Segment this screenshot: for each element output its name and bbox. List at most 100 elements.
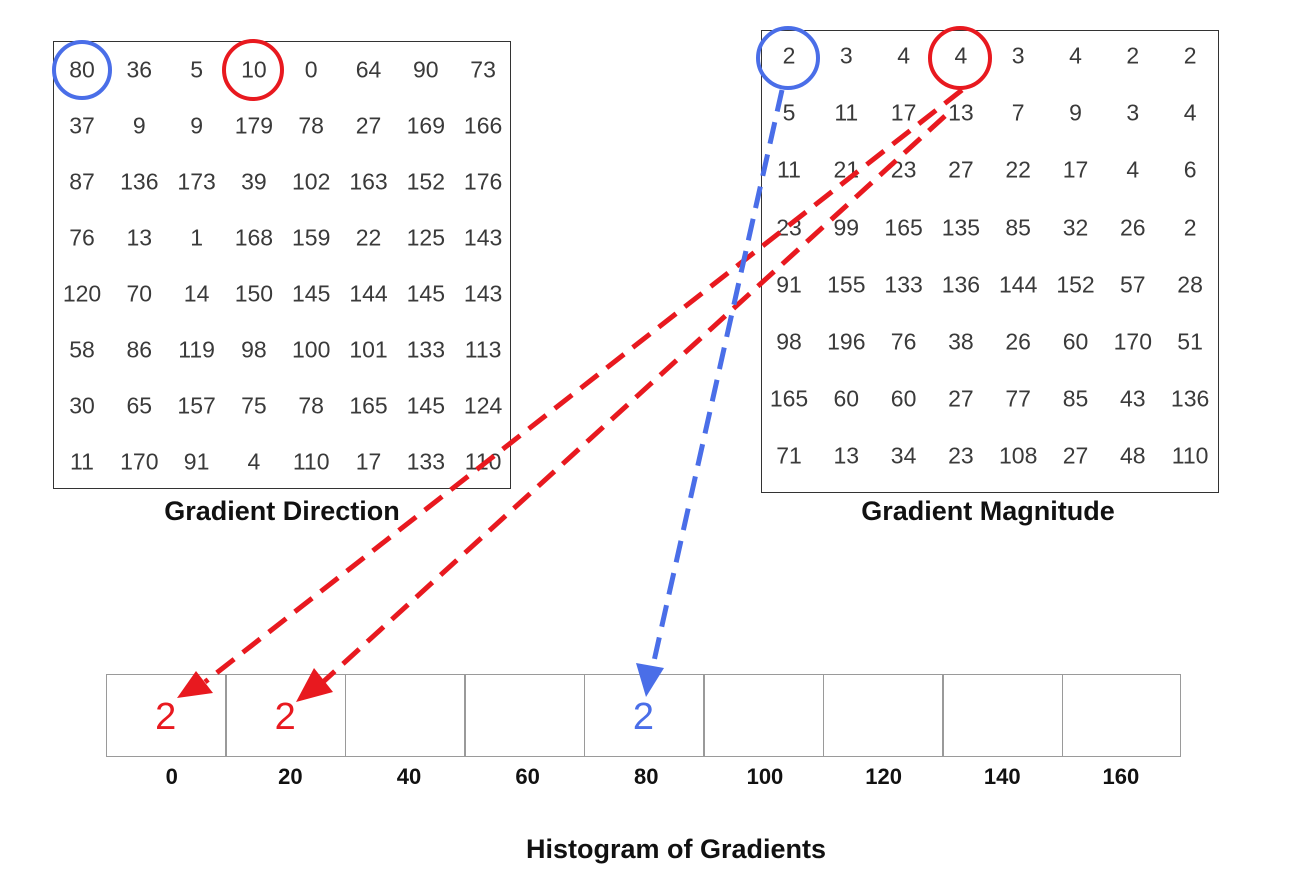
direction-cell: 143 bbox=[463, 280, 503, 307]
histogram-bin-label: 140 bbox=[983, 764, 1021, 789]
histogram-bin-divider bbox=[464, 674, 466, 757]
direction-cell: 76 bbox=[69, 224, 95, 251]
direction-cell: 9 bbox=[190, 112, 203, 139]
red-vote-arrowhead-bin-20 bbox=[296, 668, 333, 702]
magnitude-cell: 152 bbox=[1056, 271, 1095, 298]
direction-cell: 176 bbox=[463, 168, 503, 195]
histogram-bin-label: 20 bbox=[278, 764, 303, 789]
magnitude-cell: 43 bbox=[1120, 385, 1146, 412]
direction-cell: 133 bbox=[406, 336, 445, 363]
magnitude-cell: 9 bbox=[1069, 99, 1082, 126]
histogram-bin-divider bbox=[822, 674, 825, 757]
direction-cell: 9 bbox=[132, 112, 146, 139]
direction-cell: 11 bbox=[70, 448, 94, 475]
direction-cell: 159 bbox=[292, 224, 331, 251]
red-vote-arrow-line-bin-20 bbox=[321, 114, 947, 684]
histogram-bin-label: 120 bbox=[865, 764, 902, 789]
direction-cell: 75 bbox=[241, 392, 267, 419]
direction-cell: 30 bbox=[69, 392, 95, 419]
direction-cell: 143 bbox=[463, 224, 503, 251]
direction-cell: 90 bbox=[413, 56, 439, 83]
direction-cell: 136 bbox=[120, 168, 159, 195]
direction-cell: 78 bbox=[298, 112, 324, 139]
magnitude-highlight-circle-red bbox=[928, 26, 992, 90]
magnitude-cell: 23 bbox=[890, 156, 917, 183]
magnitude-cell: 133 bbox=[884, 271, 923, 298]
direction-cell: 98 bbox=[241, 336, 267, 363]
magnitude-cell: 3 bbox=[1126, 99, 1140, 126]
direction-cell: 80 bbox=[69, 56, 95, 83]
direction-cell: 17 bbox=[355, 448, 382, 475]
magnitude-cell: 11 bbox=[834, 99, 859, 126]
magnitude-cell: 98 bbox=[776, 328, 802, 355]
direction-cell: 145 bbox=[406, 392, 445, 419]
direction-highlight-circle-red bbox=[222, 39, 284, 101]
gradient-magnitude-caption: Gradient Magnitude bbox=[861, 496, 1115, 526]
direction-cell: 65 bbox=[126, 392, 153, 419]
direction-cell: 170 bbox=[120, 448, 159, 475]
magnitude-cell: 51 bbox=[1177, 328, 1203, 355]
magnitude-cell: 22 bbox=[1005, 156, 1031, 183]
histogram-bin-label: 0 bbox=[165, 764, 178, 789]
magnitude-cell: 165 bbox=[884, 214, 923, 241]
direction-cell: 10 bbox=[241, 56, 267, 83]
histogram-bin-value: 2 bbox=[632, 696, 655, 738]
magnitude-cell: 91 bbox=[776, 271, 802, 298]
direction-cell: 39 bbox=[241, 168, 267, 195]
direction-cell: 179 bbox=[234, 112, 274, 139]
magnitude-cell: 60 bbox=[890, 385, 917, 412]
direction-cell: 64 bbox=[355, 56, 382, 83]
magnitude-cell: 99 bbox=[833, 214, 860, 241]
direction-cell: 0 bbox=[304, 56, 318, 83]
magnitude-cell: 3 bbox=[1011, 42, 1025, 69]
magnitude-cell: 27 bbox=[948, 156, 974, 183]
direction-cell: 169 bbox=[406, 112, 445, 139]
magnitude-cell: 34 bbox=[890, 442, 917, 469]
direction-cell: 133 bbox=[406, 448, 445, 475]
magnitude-cell: 2 bbox=[1183, 214, 1197, 241]
direction-cell: 78 bbox=[298, 392, 324, 419]
direction-cell: 37 bbox=[69, 112, 95, 139]
direction-cell: 58 bbox=[69, 336, 95, 363]
magnitude-cell: 2 bbox=[1183, 42, 1197, 69]
magnitude-cell: 85 bbox=[1062, 385, 1089, 412]
direction-cell: 13 bbox=[126, 224, 153, 251]
histogram-bin-divider bbox=[942, 674, 944, 757]
direction-cell: 100 bbox=[292, 336, 331, 363]
magnitude-cell: 2 bbox=[1126, 42, 1140, 69]
magnitude-cell: 71 bbox=[776, 442, 802, 469]
magnitude-cell: 165 bbox=[769, 385, 809, 412]
gradient-magnitude-grid: 2 3 4 4 3 4 2 2 5 11 17 13 7 9 3 4 11 21 23 27 22 17 4 6 23 99 165… bbox=[761, 30, 1219, 493]
direction-cell: 150 bbox=[234, 280, 274, 307]
magnitude-cell: 27 bbox=[1062, 442, 1089, 469]
direction-cell: 4 bbox=[247, 448, 261, 475]
direction-cell: 87 bbox=[69, 168, 95, 195]
direction-cell: 14 bbox=[183, 280, 210, 307]
direction-cell: 5 bbox=[190, 56, 203, 83]
magnitude-cell: 110 bbox=[1171, 442, 1209, 469]
blue-vote-arrow-line-bin-80 bbox=[649, 89, 785, 671]
magnitude-cell: 2 bbox=[782, 42, 796, 69]
direction-cell: 157 bbox=[177, 392, 216, 419]
magnitude-cell: 170 bbox=[1113, 328, 1152, 355]
magnitude-cell: 11 bbox=[777, 156, 801, 183]
magnitude-cell: 26 bbox=[1120, 214, 1146, 241]
direction-cell: 102 bbox=[292, 168, 331, 195]
magnitude-highlight-circle-blue bbox=[756, 26, 820, 90]
histogram-bin-label: 40 bbox=[396, 764, 422, 789]
magnitude-cell: 4 bbox=[1069, 42, 1082, 69]
magnitude-cell: 155 bbox=[827, 271, 866, 298]
magnitude-cell: 5 bbox=[782, 99, 796, 126]
histogram-bin-divider bbox=[225, 674, 227, 757]
direction-cell: 119 bbox=[178, 336, 215, 363]
direction-cell: 91 bbox=[183, 448, 210, 475]
histogram-bin-label: 160 bbox=[1102, 764, 1140, 789]
histogram-bin-divider bbox=[583, 674, 586, 757]
direction-cell: 101 bbox=[349, 336, 388, 363]
direction-cell: 144 bbox=[349, 280, 388, 307]
direction-cell: 1 bbox=[190, 224, 203, 251]
magnitude-cell: 3 bbox=[839, 42, 853, 69]
direction-cell: 165 bbox=[349, 392, 388, 419]
direction-cell: 22 bbox=[355, 224, 382, 251]
